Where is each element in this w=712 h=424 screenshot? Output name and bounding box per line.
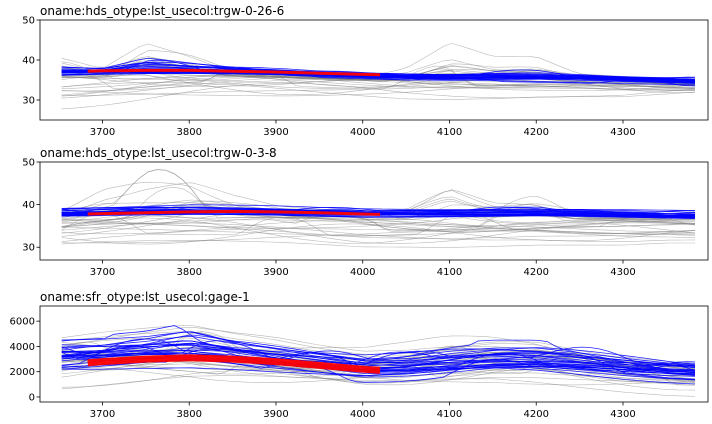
prior-ensemble-line: [61, 84, 696, 96]
prior-ensemble-line: [61, 240, 695, 248]
y-tick-label: 30: [22, 96, 35, 107]
chart-title: oname:hds_otype:lst_usecol:trgw-0-3-8: [40, 146, 277, 160]
y-tick-label: 2000: [10, 367, 35, 378]
prior-ensemble-line: [61, 224, 696, 237]
x-tick-label: 3700: [90, 127, 115, 138]
x-tick-label: 3900: [263, 409, 288, 420]
chart-panel-1: oname:hds_otype:lst_usecol:trgw-0-26-6 37…: [22, 4, 709, 138]
x-tick-label: 4000: [350, 127, 375, 138]
x-tick-label: 3900: [263, 267, 288, 278]
prior-ensemble-line: [61, 356, 696, 381]
y-tick-label: 50: [22, 158, 35, 169]
x-tick-label: 4000: [350, 409, 375, 420]
chart-title: oname:sfr_otype:lst_usecol:gage-1: [40, 290, 250, 304]
observed-line: [87, 354, 381, 374]
y-tick-label: 6000: [10, 317, 35, 328]
posterior-ensemble-line: [61, 334, 696, 364]
x-tick-label: 3700: [90, 409, 115, 420]
posterior-ensemble-line: [61, 362, 696, 377]
x-tick-label: 3900: [263, 127, 288, 138]
observed-line: [87, 209, 381, 216]
chart-panel-3: oname:sfr_otype:lst_usecol:gage-1 3700 380…: [10, 290, 709, 420]
y-tick-label: 30: [22, 243, 35, 254]
chart-title: oname:hds_otype:lst_usecol:trgw-0-26-6: [40, 4, 284, 18]
x-tick-label: 4000: [350, 267, 375, 278]
prior-ensemble-line: [61, 219, 696, 235]
prior-ensemble-line: [61, 223, 696, 245]
posterior-ensemble-line: [61, 204, 696, 211]
posterior-ensemble-line: [61, 342, 696, 368]
x-tick-label: 3700: [90, 267, 115, 278]
y-tick-label: 40: [22, 200, 35, 211]
x-tick-label: 4200: [524, 267, 549, 278]
chart-panel-2: oname:hds_otype:lst_usecol:trgw-0-3-8 370…: [22, 146, 709, 278]
x-tick-label: 4300: [610, 267, 635, 278]
x-tick-label: 3800: [176, 267, 201, 278]
x-tick-label: 4100: [437, 127, 462, 138]
observed-line: [87, 68, 381, 77]
prior-ensemble-line: [61, 82, 696, 100]
x-tick-label: 3800: [176, 409, 201, 420]
plot-lines: [61, 325, 696, 397]
posterior-ensemble-line: [61, 207, 695, 216]
x-tick-label: 4300: [610, 127, 635, 138]
prior-ensemble-line: [61, 169, 696, 232]
posterior-ensemble-line: [61, 209, 696, 215]
posterior-ensemble-line: [61, 325, 696, 367]
y-tick-label: 4000: [10, 342, 35, 353]
prior-ensemble-line: [61, 73, 696, 90]
prior-ensemble-line: [61, 217, 696, 244]
prior-ensemble-line: [61, 84, 696, 97]
x-tick-label: 4200: [524, 409, 549, 420]
prior-ensemble-line: [61, 213, 696, 237]
posterior-ensemble-line: [61, 347, 696, 381]
prior-ensemble-line: [61, 230, 696, 244]
x-tick-label: 4100: [437, 267, 462, 278]
x-tick-label: 4100: [437, 409, 462, 420]
plot-lines: [61, 43, 696, 110]
y-tick-label: 50: [22, 16, 35, 27]
posterior-ensemble-line: [61, 340, 696, 367]
prior-ensemble-line: [61, 369, 696, 388]
plot-lines: [61, 169, 696, 248]
x-tick-label: 3800: [176, 127, 201, 138]
y-tick-label: 0: [29, 392, 35, 403]
x-tick-label: 4200: [524, 127, 549, 138]
prior-ensemble-line: [61, 375, 696, 397]
y-tick-label: 40: [22, 56, 35, 67]
x-tick-label: 4300: [610, 409, 635, 420]
